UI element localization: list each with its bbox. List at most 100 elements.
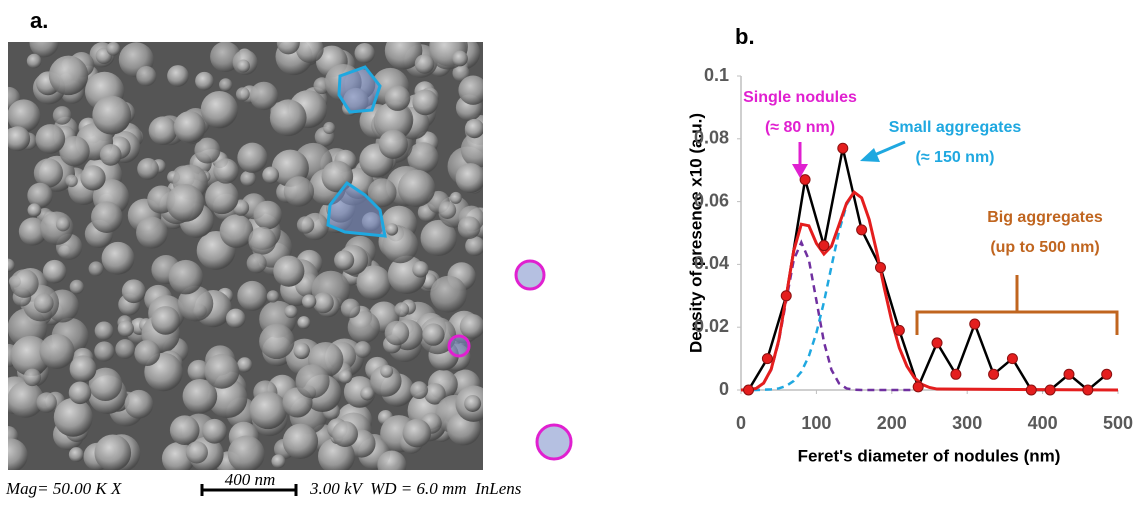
texture-blob <box>452 50 468 67</box>
texture-blob <box>151 306 180 335</box>
texture-blob <box>414 54 435 74</box>
texture-blob <box>207 378 248 419</box>
data-point <box>761 353 773 365</box>
texture-blob <box>69 355 97 383</box>
x-tick-label: 200 <box>877 413 907 433</box>
texture-blob <box>33 158 64 188</box>
texture-blob <box>266 290 280 303</box>
texture-blob <box>271 454 286 469</box>
panel-label: a. <box>30 8 48 33</box>
texture-blob <box>200 90 238 129</box>
scale-bar <box>200 484 298 496</box>
series-line <box>747 147 1108 392</box>
caption-mag: Mag= 50.00 K X <box>5 479 122 498</box>
texture-blob <box>465 236 483 256</box>
texture-blob <box>168 259 204 295</box>
texture-blob <box>338 369 353 384</box>
annotation-arrow <box>871 140 906 158</box>
texture-blob <box>59 135 90 167</box>
caption-settings: 3.00 kV WD = 6.0 mm InLens <box>309 479 522 498</box>
texture-blob <box>457 216 481 240</box>
texture-blob <box>377 450 407 470</box>
texture-blob <box>235 87 250 102</box>
texture-blob <box>340 298 361 319</box>
texture-blob <box>42 259 67 284</box>
texture-blob <box>169 415 200 446</box>
data-point <box>893 324 905 336</box>
texture-blob <box>237 142 268 173</box>
texture-blob <box>88 261 104 277</box>
texture-blob <box>397 169 436 207</box>
texture-blob <box>115 339 135 359</box>
texture-blob <box>356 265 392 300</box>
texture-blob <box>182 378 218 414</box>
texture-blob <box>249 391 287 430</box>
texture-blob <box>259 323 295 360</box>
annotation-arrowhead <box>792 164 808 178</box>
texture-blob <box>420 219 457 257</box>
texture-blob <box>323 121 336 135</box>
texture-blob <box>18 217 47 246</box>
texture-blob <box>8 99 41 133</box>
data-point <box>799 174 811 186</box>
x-tick-label: 0 <box>736 413 746 433</box>
texture-blob <box>430 275 467 313</box>
texture-blob <box>121 279 146 304</box>
annotation-bracket <box>915 275 1119 335</box>
texture-blob <box>284 305 298 319</box>
texture-blob <box>219 214 254 248</box>
data-point <box>931 337 943 349</box>
texture-blob <box>455 163 483 193</box>
x-tick-label: 400 <box>1028 413 1058 433</box>
texture-blob <box>36 392 57 413</box>
data-point <box>874 262 886 274</box>
texture-blob <box>166 184 205 222</box>
annotation-arrowhead <box>860 148 880 162</box>
texture-blob <box>282 423 319 460</box>
texture-blob <box>227 435 265 470</box>
texture-blob <box>296 42 324 63</box>
texture-blob <box>213 158 239 184</box>
data-point <box>969 318 981 330</box>
texture-blob <box>8 438 28 470</box>
texture-blob <box>293 342 310 360</box>
texture-blob <box>94 434 132 470</box>
texture-blob <box>422 323 445 346</box>
texture-blob <box>33 293 54 314</box>
texture-blob <box>88 367 123 401</box>
texture-blob <box>424 383 446 405</box>
texture-blob <box>48 55 89 96</box>
x-axis-label: Feret's diameter of nodules (nm) <box>798 446 1061 465</box>
aggregate-outline <box>337 65 382 114</box>
data-point <box>1063 368 1075 380</box>
y-tick-label: 0 <box>719 379 729 399</box>
texture-blob <box>237 280 268 311</box>
y-tick-label: 0.06 <box>694 190 729 210</box>
texture-blob <box>273 255 305 287</box>
nodule-circle <box>514 259 546 291</box>
y-tick-label: 0.08 <box>694 128 729 148</box>
texture-blob <box>402 418 432 448</box>
texture-blob <box>106 42 121 56</box>
texture-blob <box>68 447 84 463</box>
texture-blob <box>134 340 161 366</box>
texture-blob <box>39 333 75 369</box>
texture-blob <box>202 418 227 444</box>
texture-blob <box>167 65 189 87</box>
series-line <box>740 190 1119 392</box>
texture-blob <box>295 364 330 399</box>
texture-blob <box>438 201 457 219</box>
plot: 0 0.02 0.04 0.06 0.08 0.1 0 100 200 300 400 500 Sing… <box>694 65 1133 433</box>
texture-blob <box>283 176 315 207</box>
texture-blob <box>27 182 53 209</box>
data-point <box>818 240 830 252</box>
data-point <box>988 368 1000 380</box>
texture-blob <box>124 389 154 419</box>
texture-blob <box>384 85 411 111</box>
data-point <box>743 384 755 396</box>
texture-blob <box>91 201 123 234</box>
texture-blob <box>296 216 315 234</box>
texture-blob <box>249 81 279 111</box>
texture-blob <box>117 320 134 337</box>
texture-blob <box>412 261 429 278</box>
